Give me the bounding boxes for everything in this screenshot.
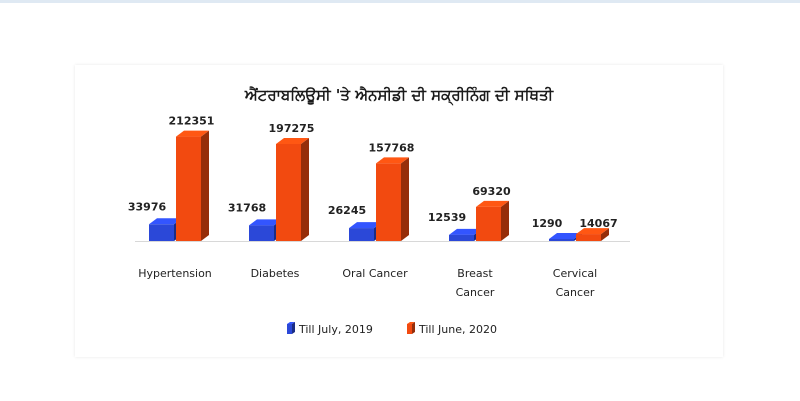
bar-2020-3 — [476, 200, 509, 241]
legend-swatch — [407, 324, 412, 334]
chart-title: ਐਂਟਰਾਬਲਿਊਸੀ 'ਤੇ ਐਨਸੀਡੀ ਦੀ ਸਕ੍ਰੀਨਿੰਗ ਦੀ ਸ… — [244, 85, 555, 107]
legend-item-0: Till July, 2019 — [287, 322, 373, 336]
chart-card: ਐਂਟਰਾਬਲਿਊਸੀ 'ਤੇ ਐਨਸੀਡੀ ਦੀ ਸਕ੍ਰੀਨਿੰਗ ਦੀ ਸ… — [75, 65, 723, 357]
legend-swatch — [287, 324, 292, 334]
value-label: 14067 — [579, 217, 617, 230]
category-label: Hypertension — [138, 267, 212, 280]
legend-label: Till July, 2019 — [298, 323, 373, 336]
value-label: 31768 — [228, 201, 266, 214]
value-label: 33976 — [128, 200, 167, 213]
value-labels-group: 33976 212351 31768 197275 26245 157768 12539 69… — [128, 115, 618, 230]
chart-svg: ਐਂਟਰਾਬਲਿਊਸੀ 'ਤੇ ਐਨਸੀਡੀ ਦੀ ਸਕ੍ਰੀਨਿੰਗ ਦੀ ਸ… — [128, 85, 630, 336]
x-labels-group: Hypertension Diabetes Oral Cancer Breast Can… — [138, 267, 597, 299]
bar-2020-2 — [376, 157, 409, 241]
category-label: Diabetes — [251, 267, 300, 280]
category-label: Cervical — [553, 267, 597, 280]
category-label: Cancer — [456, 286, 495, 299]
value-label: 157768 — [369, 141, 415, 154]
value-label: 69320 — [472, 185, 511, 198]
bars-group — [149, 130, 609, 241]
bar-2020-0 — [176, 130, 209, 241]
value-label: 1290 — [532, 217, 563, 230]
value-label: 26245 — [328, 204, 366, 217]
legend-item-1: Till June, 2020 — [407, 322, 497, 336]
top-strip — [0, 0, 800, 3]
legend-label: Till June, 2020 — [418, 323, 497, 336]
category-label: Oral Cancer — [342, 267, 408, 280]
value-label: 197275 — [269, 122, 315, 135]
value-label: 212351 — [169, 115, 215, 128]
category-label: Breast — [457, 267, 493, 280]
category-label: Cancer — [556, 286, 595, 299]
bar-2020-1 — [276, 138, 309, 241]
legend: Till July, 2019 Till June, 2020 — [287, 322, 497, 336]
bar-2020-4 — [576, 228, 609, 241]
value-label: 12539 — [428, 211, 466, 224]
